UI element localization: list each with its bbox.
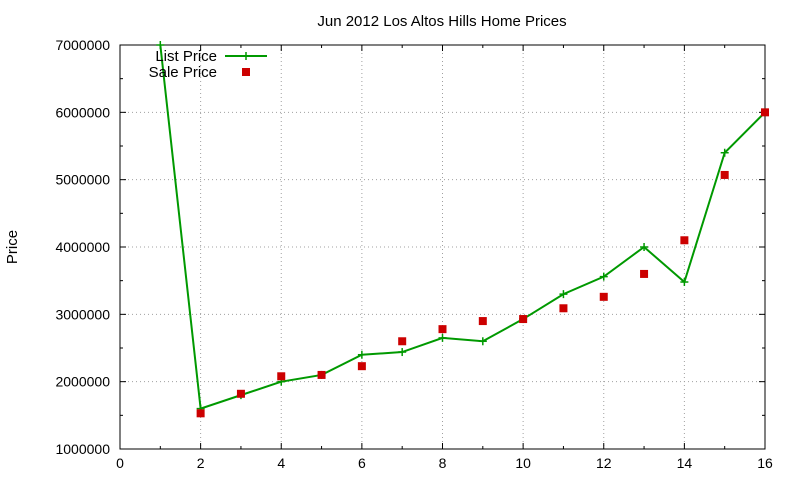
- x-tick-label: 16: [757, 455, 773, 471]
- sale-price-point: [236, 389, 245, 398]
- sale-price-point: [317, 370, 326, 379]
- sale-price-point: [478, 317, 487, 326]
- list-price-line: [159, 44, 766, 410]
- x-tick-label: 12: [596, 455, 612, 471]
- axis-ticks: 0 2 4 6 8 10 12 14 16 1000000 2000000 3000000 400000…: [55, 37, 773, 471]
- y-axis-label: Price: [4, 230, 21, 264]
- y-tick-label: 6000000: [55, 104, 110, 120]
- y-tick-label: 7000000: [55, 37, 110, 53]
- x-tick-label: 0: [116, 455, 124, 471]
- legend-marker: [242, 52, 250, 60]
- y-tick-label: 2000000: [55, 374, 110, 390]
- y-tick-label: 5000000: [55, 172, 110, 188]
- list-price-point: [559, 290, 568, 299]
- legend-marker: [242, 68, 250, 76]
- list-price-point: [156, 41, 165, 49]
- grid: [120, 45, 765, 449]
- list-price-point: [438, 333, 447, 342]
- y-tick-label: 1000000: [55, 441, 110, 457]
- y-tick-label: 3000000: [55, 306, 110, 322]
- sale-price-point: [599, 292, 608, 301]
- x-tick-label: 6: [358, 455, 366, 471]
- legend-label: List Price: [155, 48, 217, 65]
- list-price-point: [680, 278, 689, 287]
- y-tick-label: 4000000: [55, 239, 110, 255]
- series: [156, 41, 769, 418]
- sale-price-point: [196, 409, 205, 418]
- x-tick-label: 2: [197, 455, 205, 471]
- sale-price-point: [559, 304, 568, 313]
- list-price-point: [720, 148, 729, 157]
- sale-price-point: [761, 108, 769, 117]
- sale-price-point: [438, 325, 447, 334]
- sale-price-point: [277, 372, 286, 381]
- x-tick-label: 10: [515, 455, 531, 471]
- list-price-point: [398, 348, 407, 357]
- sale-price-point: [680, 236, 689, 245]
- chart-title: Jun 2012 Los Altos Hills Home Prices: [317, 13, 566, 30]
- list-price-point: [478, 337, 487, 346]
- x-tick-label: 8: [439, 455, 447, 471]
- sale-price-point: [640, 269, 649, 278]
- legend-label: Sale Price: [149, 64, 217, 81]
- x-tick-label: 14: [677, 455, 693, 471]
- sale-price-point: [720, 170, 729, 179]
- list-price-point: [599, 272, 608, 281]
- sale-price-point: [398, 337, 407, 346]
- sale-price-point: [519, 315, 528, 324]
- list-price-point: [640, 243, 649, 251]
- list-price-point: [357, 350, 366, 359]
- sale-price-point: [357, 362, 366, 371]
- x-tick-label: 4: [277, 455, 285, 471]
